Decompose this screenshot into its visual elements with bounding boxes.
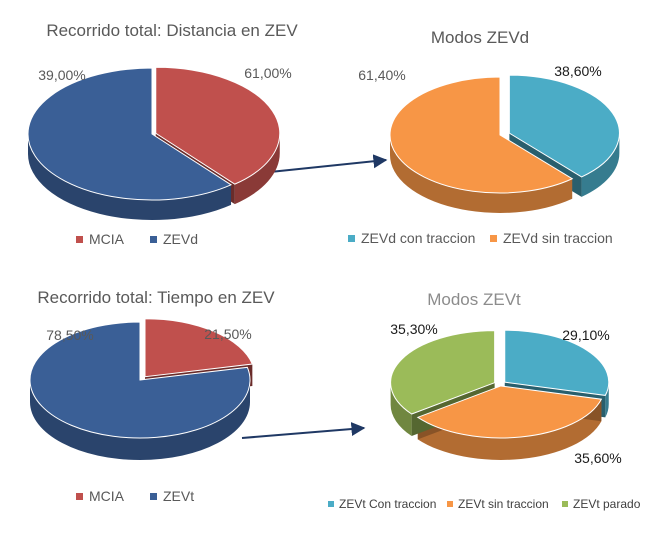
slice-label-zevd-sin-traccion: 61,40% <box>358 67 405 83</box>
legend-swatch-zevt-con-traccion <box>328 501 334 507</box>
slice-label-zevt-sin-traccion: 35,60% <box>574 450 621 466</box>
chart-title: Modos ZEVd <box>431 28 529 47</box>
slice-label-zevd-con-traccion: 38,60% <box>554 63 601 79</box>
slice-side-zevt-sin-traccion <box>417 399 602 460</box>
slice-label-zevt-parado: 35,30% <box>390 321 437 337</box>
slice-side-zevt-con-traccion <box>605 382 609 418</box>
legend-swatch-zevd <box>150 236 157 243</box>
legend-label-zevt: ZEVt <box>163 488 194 504</box>
slice-label-zevd: 61,00% <box>244 65 291 81</box>
legend-swatch-zevt-sin-traccion <box>447 501 453 507</box>
legend: ZEVt Con traccion ZEVt sin traccion ZEVt… <box>328 497 641 511</box>
legend-label-zevd: ZEVd <box>163 231 198 247</box>
slice-zevt-con-traccion <box>504 329 610 396</box>
legend: ZEVd con traccion ZEVd sin traccion <box>348 230 613 246</box>
slice-label-mcia: 21,50% <box>204 326 251 342</box>
chart-time-total: Recorrido total: Tiempo en ZEV 21,50% 78… <box>29 288 275 504</box>
legend-label-zevt-parado: ZEVt parado <box>573 497 641 511</box>
legend: MCIA ZEVt <box>76 488 194 504</box>
legend-label-mcia: MCIA <box>89 231 125 247</box>
slice-side-zevt <box>30 380 250 460</box>
slice-side-mcia <box>234 133 280 205</box>
legend-label-zevd-sin-traccion: ZEVd sin traccion <box>503 230 613 246</box>
slice-zevd-sin-traccion <box>389 76 574 194</box>
legend-label-zevt-sin-traccion: ZEVt sin traccion <box>458 497 549 511</box>
slice-side-zevt-parado <box>390 382 412 437</box>
arrow-distance-to-modes <box>269 154 388 173</box>
slice-mcia <box>155 66 281 185</box>
chart-title: Recorrido total: Tiempo en ZEV <box>37 288 275 307</box>
slice-label-mcia: 39,00% <box>38 67 85 83</box>
legend-label-zevd-con-traccion: ZEVd con traccion <box>361 230 475 246</box>
chart-title: Recorrido total: Distancia en ZEV <box>46 21 298 40</box>
chart-distance-total: Recorrido total: Distancia en ZEV 39,00%… <box>27 21 298 247</box>
legend-swatch-mcia <box>76 236 83 243</box>
legend-swatch-zevt <box>150 493 157 500</box>
chart-zevt-modes: Modos ZEVt 29,10% 35,60% 35,30% ZEVt Con… <box>328 290 641 511</box>
slice-zevd-con-traccion <box>508 74 620 178</box>
slice-side-zevd-sin-traccion <box>390 135 573 213</box>
slice-label-zevt-con-traccion: 29,10% <box>562 327 609 343</box>
slice-zevd <box>27 67 233 201</box>
legend-swatch-zevd-con-traccion <box>348 235 355 242</box>
slice-zevt-parado <box>390 330 496 415</box>
slice-label-zevt: 78,50% <box>46 327 93 343</box>
legend-swatch-zevd-sin-traccion <box>490 235 497 242</box>
legend: MCIA ZEVd <box>76 231 198 247</box>
slice-side-zevd-con-traccion <box>581 133 620 197</box>
legend-swatch-mcia <box>76 493 83 500</box>
chart-title: Modos ZEVt <box>427 290 521 309</box>
legend-label-mcia: MCIA <box>89 488 125 504</box>
slice-zevt-sin-traccion <box>416 385 603 439</box>
chart-zevd-modes: Modos ZEVd 38,60% 61,40% ZEVd con tracci… <box>348 28 620 246</box>
slice-mcia <box>144 318 254 378</box>
legend-swatch-zevt-parado <box>562 501 568 507</box>
legend-label-zevt-con-traccion: ZEVt Con traccion <box>339 497 436 511</box>
slice-zevt <box>29 321 251 439</box>
arrow-time-to-modes <box>241 422 366 439</box>
